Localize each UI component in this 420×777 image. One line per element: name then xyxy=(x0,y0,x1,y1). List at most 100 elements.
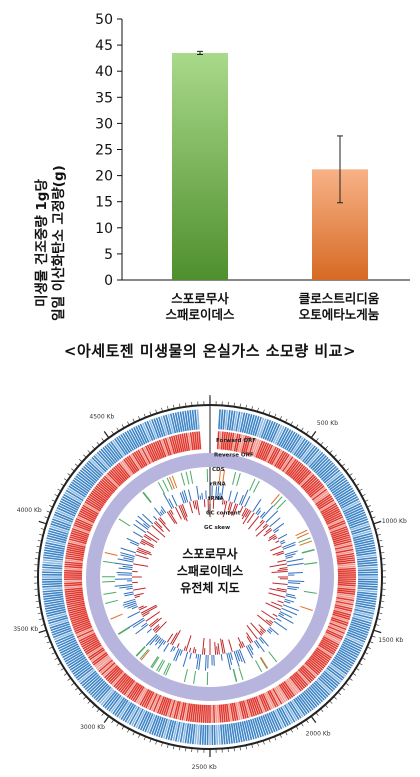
gc-mark xyxy=(178,505,186,520)
scale-tick xyxy=(268,411,271,416)
forward-orf-mark xyxy=(327,475,345,489)
gc-mark xyxy=(266,629,272,634)
scale-tick xyxy=(274,413,277,418)
reverse-orf-mark xyxy=(67,606,86,612)
gc-mark xyxy=(133,523,147,534)
scale-tick xyxy=(379,546,384,548)
reverse-orf-mark xyxy=(113,672,127,688)
forward-orf-mark xyxy=(303,447,318,464)
reverse-orf-mark xyxy=(246,437,254,455)
gc-mark xyxy=(282,544,296,550)
forward-orf-mark xyxy=(194,724,198,745)
forward-orf-mark xyxy=(336,652,355,665)
forward-orf-mark xyxy=(120,702,133,720)
reverse-orf-mark xyxy=(302,475,317,490)
reverse-orf-mark xyxy=(137,449,148,466)
forward-orf-mark xyxy=(249,719,258,739)
gc-mark xyxy=(271,601,283,607)
forward-orf-mark xyxy=(336,489,355,502)
reverse-orf-mark xyxy=(281,456,294,473)
forward-orf-mark xyxy=(191,724,196,745)
forward-orf-mark xyxy=(239,412,246,433)
scale-tick xyxy=(274,736,277,741)
scale-tick xyxy=(54,657,59,660)
scale-tick xyxy=(36,606,41,608)
forward-orf-mark xyxy=(56,637,76,648)
gc-mark xyxy=(137,515,151,528)
rna-mark xyxy=(169,476,175,490)
forward-orf-mark xyxy=(181,411,187,432)
reverse-orf-mark xyxy=(164,698,172,717)
reverse-orf-mark xyxy=(269,447,279,465)
forward-orf-mark xyxy=(95,684,110,701)
scale-tick xyxy=(333,454,337,458)
gc-mark xyxy=(133,587,146,591)
reverse-orf-mark xyxy=(64,580,83,583)
gc-mark xyxy=(192,500,196,509)
gc-mark xyxy=(185,635,192,652)
scale-tick xyxy=(379,606,384,608)
rna-mark xyxy=(298,537,311,543)
forward-orf-mark xyxy=(102,690,117,708)
gc-mark xyxy=(249,643,254,651)
forward-orf-mark xyxy=(237,722,243,743)
scale-tick xyxy=(367,505,371,508)
reverse-orf-mark xyxy=(248,437,256,456)
gc-mark xyxy=(242,510,252,525)
reverse-orf-mark xyxy=(106,472,121,487)
scale-tick xyxy=(355,483,360,487)
category-label-line: 스패로이데스 xyxy=(165,307,235,322)
forward-orf-mark xyxy=(248,414,255,435)
scale-tick xyxy=(87,700,91,704)
gc-mark xyxy=(268,533,276,539)
reverse-orf-mark xyxy=(64,583,83,587)
rna-mark xyxy=(268,651,278,663)
rna-mark xyxy=(259,657,268,669)
forward-orf-mark xyxy=(245,414,253,434)
reverse-orf-mark xyxy=(141,447,151,465)
gc-mark xyxy=(150,617,162,628)
reverse-orf-mark xyxy=(150,694,160,712)
reverse-orf-mark xyxy=(331,616,349,625)
reverse-orf-mark xyxy=(301,664,317,679)
scale-tick xyxy=(138,416,141,420)
reverse-orf-mark xyxy=(280,683,292,700)
reverse-orf-mark xyxy=(82,504,99,515)
gc-mark xyxy=(238,649,246,664)
gc-mark xyxy=(268,535,277,542)
forward-orf-mark xyxy=(330,479,348,493)
forward-orf-mark xyxy=(345,635,365,645)
gc-mark xyxy=(153,515,158,521)
reverse-orf-mark xyxy=(64,589,83,593)
reverse-orf-mark xyxy=(299,667,314,682)
scale-tick xyxy=(300,722,304,727)
position-label: 1500 Kb xyxy=(378,637,403,644)
gc-mark xyxy=(269,626,279,636)
rna-mark xyxy=(117,626,130,635)
reverse-orf-mark xyxy=(331,615,350,623)
gc-mark xyxy=(258,637,264,644)
forward-orf-mark xyxy=(335,654,353,667)
forward-orf-mark xyxy=(42,591,63,596)
reverse-orf-mark xyxy=(135,687,147,704)
forward-orf-mark xyxy=(51,518,72,527)
gc-mark xyxy=(138,605,144,609)
forward-orf-mark xyxy=(73,477,91,491)
forward-orf-mark xyxy=(94,453,110,470)
reverse-orf-mark xyxy=(326,629,344,639)
scale-tick xyxy=(285,731,288,736)
forward-orf-mark xyxy=(47,614,68,622)
gc-mark xyxy=(241,641,246,648)
gc-mark xyxy=(175,649,182,662)
forward-orf-mark xyxy=(186,410,192,431)
reverse-orf-mark xyxy=(321,504,338,515)
forward-orf-mark xyxy=(218,409,221,430)
scale-tick xyxy=(305,719,309,724)
forward-orf-mark xyxy=(266,713,276,733)
reverse-orf-mark xyxy=(64,587,83,591)
scale-tick xyxy=(352,478,357,482)
scale-tick xyxy=(57,488,62,492)
scale-tick xyxy=(116,722,120,727)
gc-mark xyxy=(226,653,231,670)
reverse-orf-mark xyxy=(337,589,356,593)
